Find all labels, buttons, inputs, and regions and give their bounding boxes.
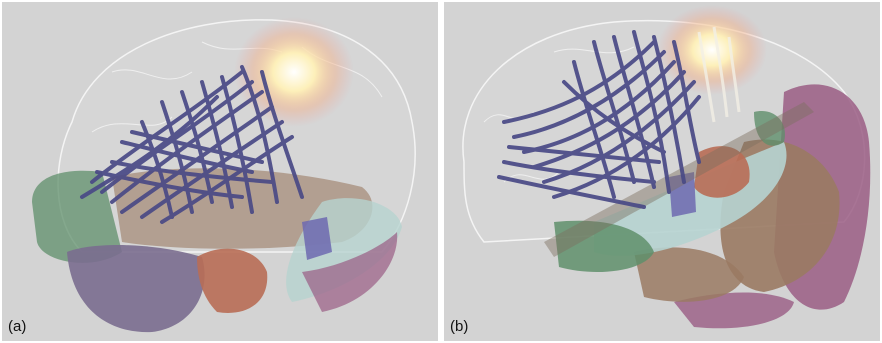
activation-glow [234,17,354,127]
region-orange [694,146,750,198]
brain-render-panel-b: (b) [444,2,880,341]
region-green-small [754,111,785,146]
region-purple [67,245,205,333]
panel-label-a: (a) [8,318,27,335]
brain-render-panel-a: (a) [2,2,438,341]
slice-plane [544,102,814,257]
region-magenta [302,232,398,312]
region-green [554,220,654,272]
fiber-tracts [497,30,701,209]
region-blue [669,172,696,217]
region-blue [302,217,332,260]
panel-label-b: (b) [450,318,469,335]
region-brown-lower [634,247,744,302]
fiber-tracts [80,65,304,224]
region-green [32,170,122,263]
brain-image-b [462,5,871,329]
region-magenta-lower [674,292,794,329]
brain-image-a [32,17,416,333]
region-orange [197,248,268,313]
